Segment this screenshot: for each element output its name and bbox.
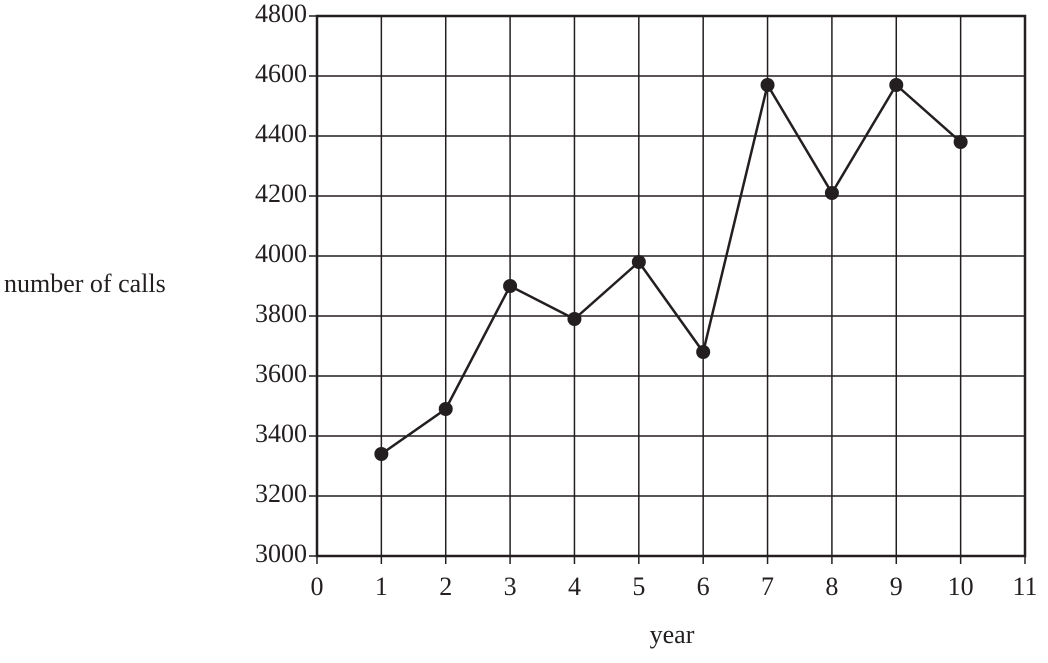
x-tick-label: 7 (761, 572, 774, 601)
x-tick-label: 4 (568, 572, 581, 601)
data-point (631, 255, 646, 269)
data-point (824, 186, 839, 200)
y-tick-label: 3800 (255, 299, 307, 328)
y-tick-label: 4800 (255, 0, 307, 28)
data-point (567, 312, 582, 326)
x-tick-label: 2 (439, 572, 452, 601)
data-point (760, 78, 775, 92)
y-tick-label: 4200 (255, 179, 307, 208)
y-axis-label: number of calls (4, 269, 166, 298)
x-tick-label: 0 (311, 572, 324, 601)
x-tick-label: 5 (632, 572, 645, 601)
x-tick-label: 6 (697, 572, 710, 601)
x-tick-label: 3 (504, 572, 517, 601)
y-tick-label: 4000 (255, 239, 307, 268)
data-line (380, 81, 962, 456)
y-tick-label: 3000 (255, 539, 307, 568)
data-point (503, 279, 518, 293)
x-tick-label: 11 (1012, 572, 1037, 601)
x-tick-label: 8 (825, 572, 838, 601)
x-axis-label: year (650, 620, 695, 649)
y-tick-label: 4600 (255, 59, 307, 88)
plot-frame (315, 14, 1027, 558)
x-tick-label: 1 (375, 572, 388, 601)
x-tick-label: 9 (890, 572, 903, 601)
x-tick-label: 10 (948, 572, 974, 601)
y-tick-label: 4400 (255, 119, 307, 148)
y-tick-label: 3400 (255, 419, 307, 448)
y-tick-label: 3600 (255, 359, 307, 388)
data-point (953, 135, 968, 149)
y-tick-label: 3200 (255, 479, 307, 508)
data-point (374, 447, 389, 461)
data-point (696, 345, 711, 359)
data-point (889, 78, 904, 92)
data-point (438, 402, 453, 416)
